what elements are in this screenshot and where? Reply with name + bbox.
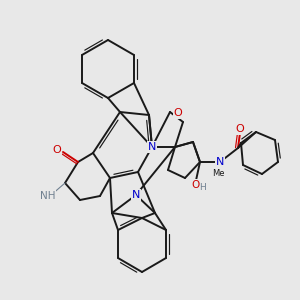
Text: O: O [52,145,62,155]
Text: O: O [52,145,62,155]
Text: N: N [216,157,224,167]
Text: H: H [200,184,206,193]
Text: Me: Me [212,169,224,178]
Text: N: N [148,142,156,152]
Text: Me: Me [212,169,224,178]
Text: O: O [191,180,199,190]
Text: O: O [174,108,182,118]
Text: O: O [174,108,182,118]
Text: O: O [191,180,199,190]
Text: O: O [236,124,244,134]
Text: N: N [216,157,224,167]
Text: NH: NH [40,191,56,201]
Text: N: N [132,190,140,200]
Text: NH: NH [40,191,56,201]
Text: N: N [148,142,156,152]
Text: N: N [132,190,140,200]
Text: O: O [236,124,244,134]
